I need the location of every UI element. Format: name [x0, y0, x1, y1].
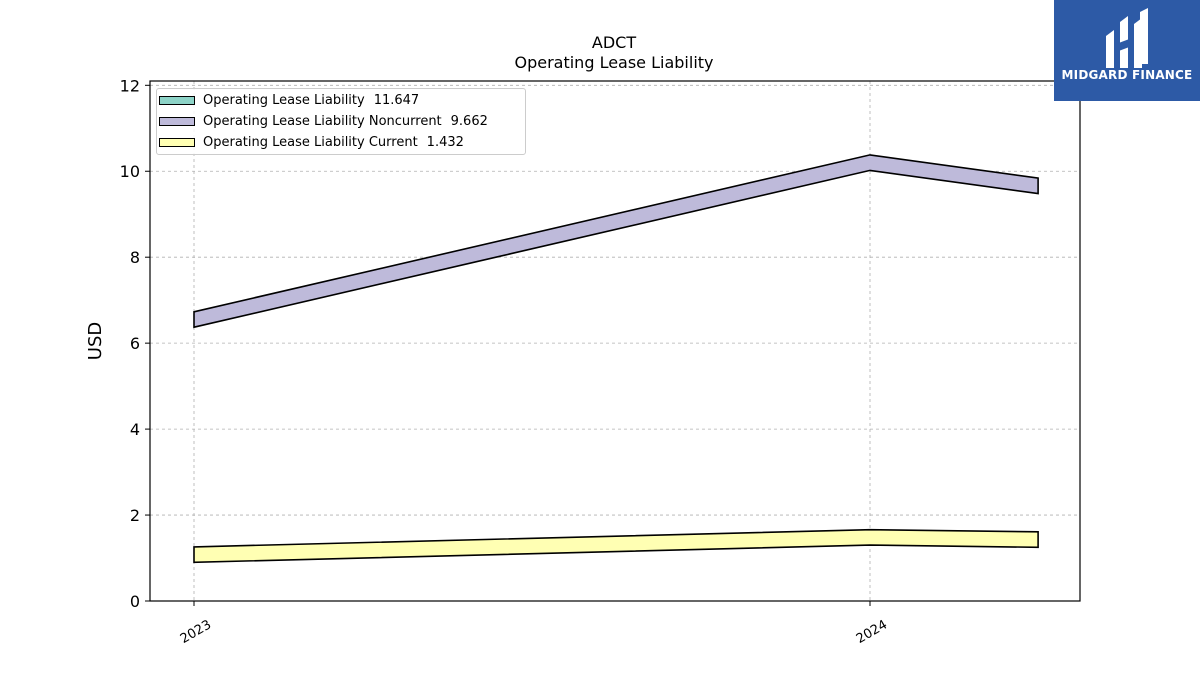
series-band-2 [193, 154, 1039, 329]
y-tick-label: 0 [130, 592, 140, 611]
chart-subtitle: Operating Lease Liability [514, 53, 713, 72]
legend-value: 9.662 [450, 113, 488, 129]
x-tick-label: 2024 [854, 617, 890, 647]
legend-item: Operating Lease Liability 11.647 [159, 92, 419, 108]
legend-swatch [159, 116, 195, 126]
y-tick-label: 12 [120, 76, 140, 95]
legend-label: Operating Lease Liability Noncurrent [203, 113, 442, 129]
y-tick-label: 10 [120, 162, 140, 181]
legend-label: Operating Lease Liability Current [203, 134, 418, 150]
legend-value: 1.432 [426, 134, 464, 150]
brand-logo: MIDGARD FINANCE [1054, 0, 1200, 101]
y-tick-label: 4 [130, 420, 140, 439]
y-tick-label: 2 [130, 506, 140, 525]
series-layer [193, 154, 1039, 564]
x-tick-label: 2023 [178, 617, 214, 647]
y-axis-label: USD [85, 322, 106, 360]
grid-lines [150, 81, 1080, 602]
y-tick-label: 6 [130, 334, 140, 353]
plot-frame [149, 80, 1081, 602]
legend-value: 11.647 [373, 92, 420, 108]
y-tick-label: 8 [130, 248, 140, 267]
chart-legend: Operating Lease Liability 11.647 Operati… [156, 88, 526, 155]
legend-swatch [159, 137, 195, 147]
legend-label: Operating Lease Liability [203, 92, 365, 108]
logo-mark-icon [1106, 8, 1148, 68]
legend-item: Operating Lease Liability Noncurrent 9.6… [159, 113, 488, 129]
logo-text: MIDGARD FINANCE [1061, 68, 1193, 82]
legend-item: Operating Lease Liability Current 1.432 [159, 134, 464, 150]
series-band-3 [193, 528, 1039, 564]
legend-swatch [159, 95, 195, 105]
chart-title: ADCT [592, 33, 636, 52]
